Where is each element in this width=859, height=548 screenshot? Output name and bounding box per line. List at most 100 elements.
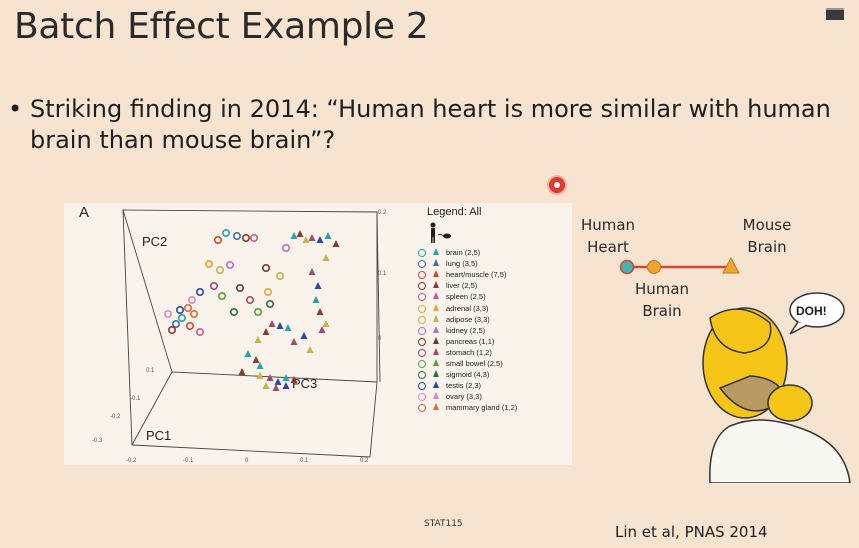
legend-label: testis (2,3) (446, 381, 482, 391)
pca-3d-plot: 0.2 0.1 0 -0.2 -0.1 0 0.1 0.2 0.1 -0.1 -0.2 -0.3… (92, 209, 387, 464)
human-sample-marker (186, 322, 195, 331)
mouse-sample-marker (300, 332, 308, 339)
plot-edge (122, 209, 133, 446)
legend-item: ovary (3,3) (418, 392, 578, 402)
human-sample-marker (276, 272, 285, 281)
legend-triangle-icon (433, 336, 439, 344)
svg-text:0.1: 0.1 (300, 458, 309, 464)
legend-label: kidney (2,5) (446, 325, 486, 335)
axis-label-pc1: PC1 (146, 428, 171, 443)
legend-label: sigmoid (4,3) (446, 370, 490, 380)
human-sample-marker (178, 314, 187, 323)
mouse-sample-marker (314, 282, 322, 289)
mouse-sample-marker (274, 378, 282, 385)
plot-edge (369, 381, 378, 458)
human-sample-marker (214, 235, 223, 244)
mouse-sample-marker (324, 232, 332, 239)
legend-circle-icon (418, 404, 426, 413)
human-sample-marker (246, 296, 255, 305)
human-sample-marker (216, 266, 225, 275)
legend-item: liver (2,5) (418, 281, 578, 291)
svg-text:0.2: 0.2 (378, 210, 387, 216)
legend-item: adrenal (3,3) (418, 303, 578, 314)
human-sample-marker (236, 284, 245, 293)
legend-label: stomach (1,2) (446, 347, 492, 357)
plot-edge (131, 371, 173, 446)
mouse-sample-marker (332, 240, 340, 247)
legend-label: brain (2,5) (446, 248, 481, 257)
mouse-sample-marker (296, 230, 304, 237)
legend-item: brain (2,5) (418, 248, 578, 258)
legend-circle-icon (418, 382, 426, 391)
human-heart-dot (619, 259, 635, 275)
legend-circle-icon (418, 315, 426, 324)
human-sample-marker (164, 310, 173, 319)
mouse-sample-marker (262, 382, 270, 389)
label-mouse-brain: Mouse Brain (742, 216, 792, 256)
legend-label: adrenal (3,3) (446, 303, 489, 313)
human-sample-marker (172, 320, 181, 329)
panel-letter: A (79, 204, 90, 221)
legend-triangle-icon (433, 281, 439, 289)
legend-label: heart/muscle (7,5) (446, 270, 507, 280)
human-sample-marker (210, 282, 219, 291)
svg-text:-0.2: -0.2 (126, 458, 137, 464)
axis-label-pc3: PC3 (292, 376, 317, 391)
svg-text:-0.2: -0.2 (110, 414, 121, 420)
mouse-sample-marker (252, 356, 260, 363)
mouse-sample-marker (268, 320, 276, 327)
plot-edge (131, 444, 371, 458)
mouse-sample-marker (266, 374, 274, 381)
figure-panel (64, 203, 572, 465)
mouse-sample-marker (290, 232, 298, 239)
svg-text:0: 0 (245, 458, 249, 464)
mouse-sample-marker (282, 374, 290, 381)
window-corner-icon (826, 8, 844, 20)
human-sample-marker (266, 300, 275, 309)
legend-triangle-icon (433, 359, 439, 366)
legend-triangle-icon (433, 325, 439, 333)
mouse-sample-marker (306, 346, 314, 353)
svg-text:-0.1: -0.1 (130, 396, 141, 402)
legend-item: pancreas (1,1) (418, 336, 578, 347)
human-brain-dot (647, 260, 661, 274)
hand (709, 308, 772, 354)
bubble-tail (789, 321, 808, 335)
footer-citation: Lin et al, PNAS 2014 (615, 523, 768, 541)
legend-label: spleen (2,5) (446, 292, 486, 302)
legend-triangle-icon (433, 392, 439, 400)
mouse-sample-marker (272, 384, 280, 391)
human-sample-marker (196, 288, 205, 297)
legend-triangle-icon (433, 270, 439, 278)
human-sample-marker (184, 304, 193, 313)
legend-label: adipose (3,3) (446, 314, 490, 324)
svg-text:0: 0 (378, 336, 382, 342)
shirt (709, 419, 851, 483)
legend-triangle-icon (433, 259, 439, 267)
mouse-brain-triangle (722, 256, 740, 274)
record-button[interactable] (549, 177, 565, 193)
legend-label: liver (2,5) (446, 281, 478, 291)
svg-text:0.2: 0.2 (360, 458, 369, 464)
legend-triangle-icon (433, 292, 439, 300)
human-sample-marker (250, 233, 259, 242)
bullet-text: Striking finding in 2014: “Human heart i… (30, 95, 831, 154)
mouse-sample-marker (322, 320, 330, 327)
legend-triangle-icon (433, 347, 439, 355)
footer-course: STAT115 (424, 519, 463, 529)
mouse-sample-marker (290, 376, 298, 383)
legend-item: testis (2,3) (418, 381, 578, 391)
legend-circle-icon (418, 293, 426, 302)
legend-triangle-icon (433, 314, 439, 322)
legend-circle-icon (418, 360, 426, 368)
human-sample-marker (264, 288, 273, 297)
legend-item: lung (3,5) (418, 259, 578, 269)
record-icon (554, 182, 560, 188)
mouse-sample-marker (244, 350, 252, 357)
mouse-sample-marker (316, 308, 324, 315)
legend-triangle-icon (433, 303, 439, 311)
legend-circle-icon (418, 260, 426, 269)
legend-circle-icon (418, 271, 426, 280)
legend-item: heart/muscle (7,5) (418, 270, 578, 280)
legend-circle-icon (418, 337, 426, 346)
